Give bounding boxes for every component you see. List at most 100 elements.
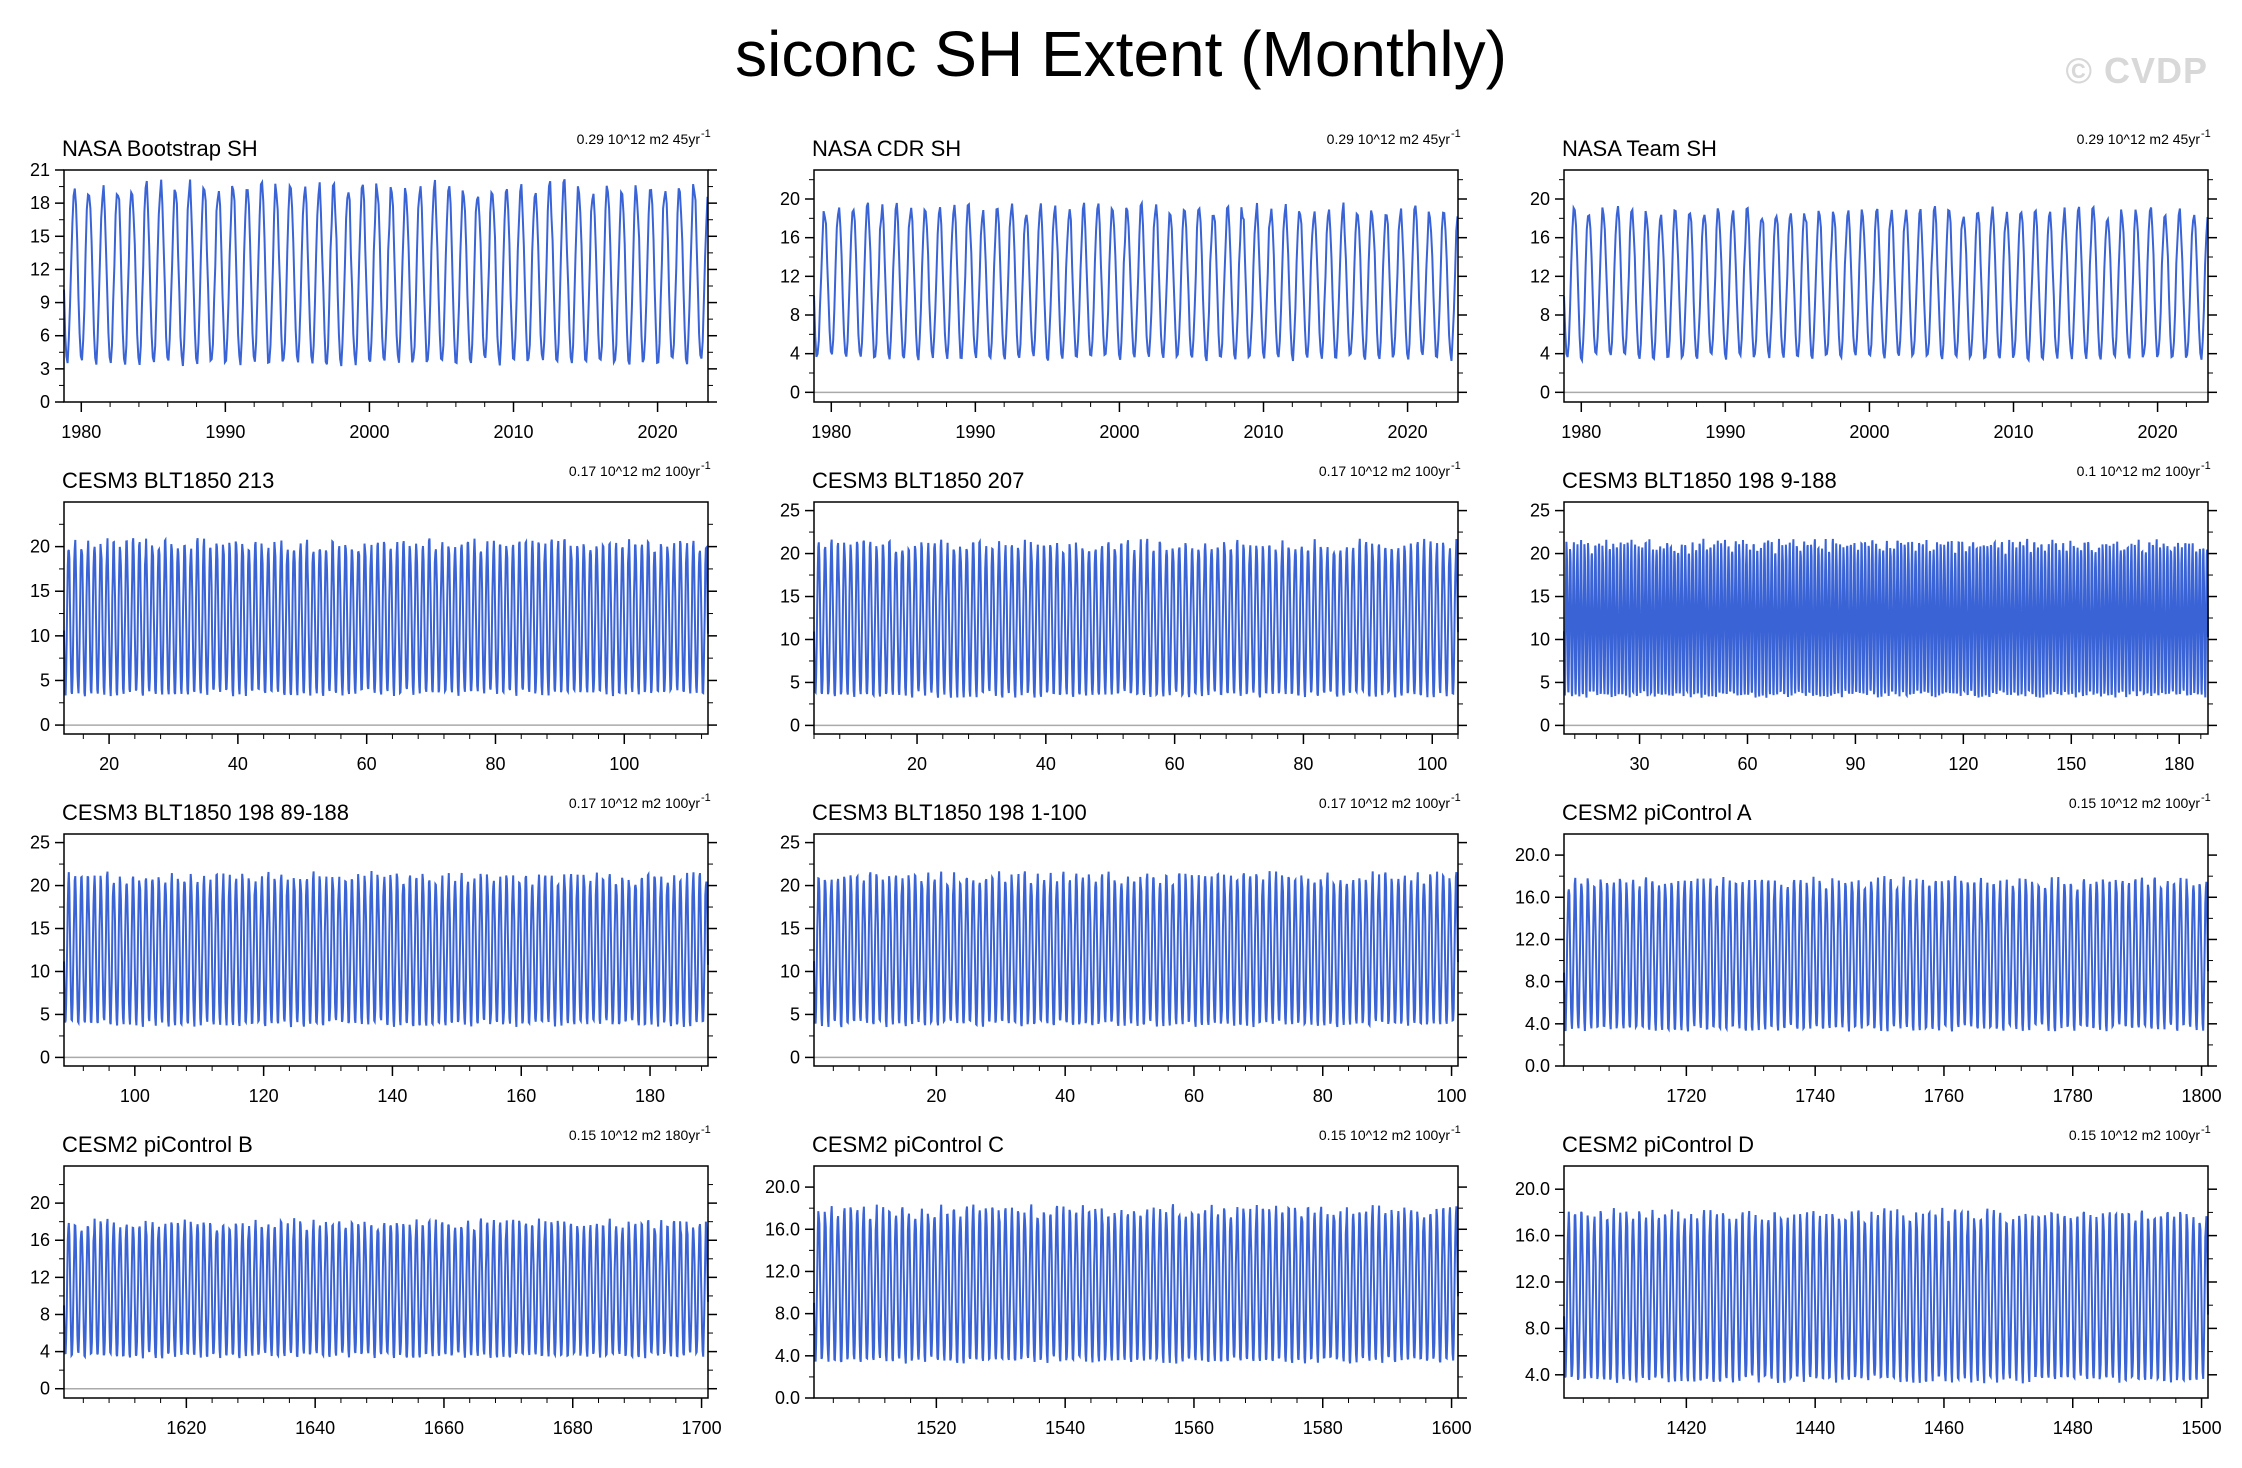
x-tick-label: 1480 — [2053, 1418, 2093, 1438]
panel-title: CESM3 BLT1850 198 89-188 — [62, 800, 349, 825]
trend-stat: 0.29 10^12 m2 45yr — [2077, 131, 2201, 147]
y-tick-label: 12.0 — [1515, 1272, 1550, 1292]
x-tick-label: 1800 — [2182, 1086, 2222, 1106]
x-tick-label: 2010 — [1243, 422, 1283, 442]
y-tick-label: 4 — [40, 1342, 50, 1362]
y-tick-label: 3 — [40, 359, 50, 379]
x-tick-label: 1980 — [811, 422, 851, 442]
y-tick-label: 16.0 — [1515, 1226, 1550, 1246]
trend-stat: 0.15 10^12 m2 180yr — [569, 1127, 700, 1143]
panel-title: CESM3 BLT1850 213 — [62, 468, 274, 493]
panel-title: NASA Bootstrap SH — [62, 136, 258, 161]
trend-stat-exponent: -1 — [1451, 128, 1461, 140]
trend-stat-exponent: -1 — [701, 128, 711, 140]
series-line — [63, 1217, 709, 1360]
panel-title: CESM2 piControl D — [1562, 1132, 1754, 1157]
x-tick-label: 100 — [1417, 754, 1447, 774]
trend-stat: 0.1 10^12 m2 100yr — [2077, 463, 2201, 479]
x-tick-label: 2020 — [2138, 422, 2178, 442]
y-tick-label: 0.0 — [775, 1388, 800, 1408]
y-tick-label: 4.0 — [1525, 1365, 1550, 1385]
series-line — [813, 538, 1459, 699]
y-tick-label: 0 — [1540, 715, 1550, 735]
trend-stat-exponent: -1 — [701, 1124, 711, 1136]
trend-stat-exponent: -1 — [1451, 1124, 1461, 1136]
x-tick-label: 120 — [1948, 754, 1978, 774]
x-tick-label: 1990 — [205, 422, 245, 442]
y-tick-label: 0 — [790, 1047, 800, 1067]
x-tick-label: 30 — [1630, 754, 1650, 774]
y-tick-label: 20 — [30, 537, 50, 557]
trend-stat-exponent: -1 — [2201, 792, 2211, 804]
x-tick-label: 2010 — [493, 422, 533, 442]
y-tick-label: 20 — [30, 1193, 50, 1213]
y-tick-label: 25 — [1530, 501, 1550, 521]
trend-stat: 0.29 10^12 m2 45yr — [1327, 131, 1451, 147]
y-tick-label: 10 — [780, 961, 800, 981]
plot-frame — [813, 1165, 1459, 1399]
plot-frame — [1563, 501, 2209, 735]
x-tick-label: 90 — [1845, 754, 1865, 774]
cvdp-watermark: © CVDP — [2065, 50, 2208, 91]
x-tick-label: 160 — [506, 1086, 536, 1106]
plot-frame — [813, 833, 1459, 1067]
x-tick-label: 1720 — [1666, 1086, 1706, 1106]
y-tick-label: 10 — [30, 626, 50, 646]
x-tick-label: 1760 — [1924, 1086, 1964, 1106]
panel-title: NASA Team SH — [1562, 136, 1717, 161]
y-tick-label: 16 — [30, 1230, 50, 1250]
y-tick-label: 16 — [1530, 228, 1550, 248]
y-tick-label: 10 — [780, 629, 800, 649]
x-tick-label: 1990 — [1705, 422, 1745, 442]
panel-title: CESM3 BLT1850 207 — [812, 468, 1024, 493]
plot-frame — [63, 169, 709, 403]
x-tick-label: 100 — [1437, 1086, 1467, 1106]
trend-stat-exponent: -1 — [2201, 1124, 2211, 1136]
x-tick-label: 2010 — [1993, 422, 2033, 442]
trend-stat-exponent: -1 — [701, 460, 711, 472]
x-tick-label: 2000 — [349, 422, 389, 442]
y-tick-label: 0 — [40, 715, 50, 735]
y-tick-label: 15 — [30, 581, 50, 601]
y-tick-label: 8 — [40, 1304, 50, 1324]
x-tick-label: 150 — [2056, 754, 2086, 774]
trend-stat: 0.17 10^12 m2 100yr — [569, 795, 700, 811]
y-tick-label: 15 — [780, 587, 800, 607]
trend-stat-exponent: -1 — [1451, 460, 1461, 472]
x-tick-label: 80 — [485, 754, 505, 774]
y-tick-label: 5 — [40, 1004, 50, 1024]
x-tick-label: 1660 — [424, 1418, 464, 1438]
y-tick-label: 18 — [30, 193, 50, 213]
y-tick-label: 0 — [40, 1379, 50, 1399]
y-tick-label: 12.0 — [1515, 929, 1550, 949]
x-tick-label: 40 — [1036, 754, 1056, 774]
panel-title: CESM3 BLT1850 198 1-100 — [812, 800, 1087, 825]
y-tick-label: 10 — [1530, 629, 1550, 649]
series-line — [1563, 538, 2209, 699]
x-tick-label: 2000 — [1849, 422, 1889, 442]
x-tick-label: 1680 — [553, 1418, 593, 1438]
x-tick-label: 1990 — [955, 422, 995, 442]
series-line — [813, 1204, 1459, 1364]
y-tick-label: 5 — [790, 1004, 800, 1024]
y-tick-label: 8.0 — [1525, 1318, 1550, 1338]
x-tick-label: 40 — [228, 754, 248, 774]
y-tick-label: 4.0 — [1525, 1014, 1550, 1034]
panel-title: CESM2 piControl A — [1562, 800, 1752, 825]
series-line — [1563, 875, 2209, 1033]
y-tick-label: 9 — [40, 293, 50, 313]
panel-title: CESM2 piControl C — [812, 1132, 1004, 1157]
x-tick-label: 80 — [1313, 1086, 1333, 1106]
y-tick-label: 25 — [30, 833, 50, 853]
y-tick-label: 20 — [780, 189, 800, 209]
plot-frame — [63, 833, 709, 1067]
page-title: siconc SH Extent (Monthly) — [735, 18, 1507, 90]
y-tick-label: 25 — [780, 501, 800, 521]
x-tick-label: 100 — [120, 1086, 150, 1106]
y-tick-label: 12 — [1530, 266, 1550, 286]
